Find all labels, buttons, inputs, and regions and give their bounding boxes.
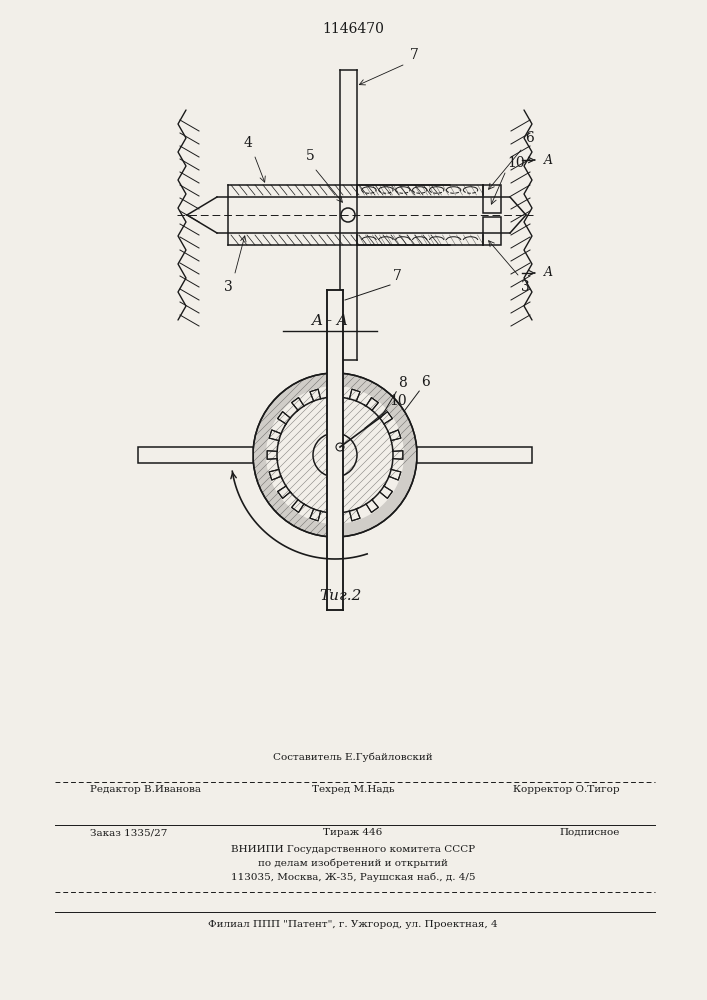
Text: 10: 10 <box>507 156 525 170</box>
Text: Заказ 1335/27: Заказ 1335/27 <box>90 828 168 837</box>
Text: Подписное: Подписное <box>560 828 620 837</box>
Text: A - A: A - A <box>312 314 349 328</box>
Polygon shape <box>266 386 404 524</box>
Bar <box>483 217 501 245</box>
Text: A: A <box>544 266 553 279</box>
Bar <box>417 447 532 463</box>
Text: A: A <box>544 153 553 166</box>
Text: 7: 7 <box>410 48 419 62</box>
Text: Корректор О.Тигор: Корректор О.Тигор <box>513 785 620 794</box>
Text: Филиал ППП "Патент", г. Ужгород, ул. Проектная, 4: Филиал ППП "Патент", г. Ужгород, ул. Про… <box>208 920 498 929</box>
Text: 4: 4 <box>244 136 252 150</box>
Text: 10: 10 <box>389 394 407 408</box>
Text: ВНИИПИ Государственного комитета СССР: ВНИИПИ Государственного комитета СССР <box>231 845 475 854</box>
Text: 113035, Москва, Ж-35, Раушская наб., д. 4/5: 113035, Москва, Ж-35, Раушская наб., д. … <box>230 873 475 882</box>
Text: по делам изобретений и открытий: по делам изобретений и открытий <box>258 859 448 868</box>
Text: Редактор В.Иванова: Редактор В.Иванова <box>90 785 201 794</box>
Text: 1146470: 1146470 <box>322 22 384 36</box>
Text: Τиг.2: Τиг.2 <box>319 589 361 603</box>
Text: 7: 7 <box>393 269 402 283</box>
Text: 5: 5 <box>305 149 315 163</box>
Polygon shape <box>253 373 417 537</box>
Text: 8: 8 <box>398 376 407 390</box>
Text: Техред М.Надь: Техред М.Надь <box>312 785 395 794</box>
Bar <box>483 185 501 213</box>
Text: 3: 3 <box>521 280 530 294</box>
Bar <box>327 290 343 610</box>
Text: Тираж 446: Тираж 446 <box>323 828 382 837</box>
Bar <box>138 447 253 463</box>
Text: 6: 6 <box>525 131 534 145</box>
Text: 6: 6 <box>421 375 430 389</box>
Text: 3: 3 <box>223 280 233 294</box>
Text: Составитель Е.Губайловский: Составитель Е.Губайловский <box>273 752 433 762</box>
